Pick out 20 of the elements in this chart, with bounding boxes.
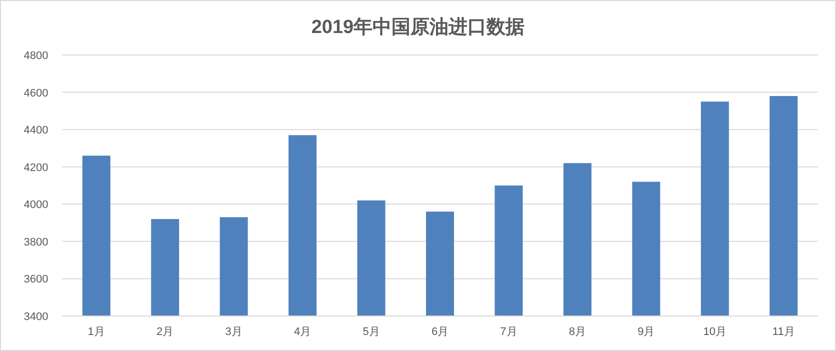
x-tick-label: 11月	[772, 326, 795, 338]
x-tick-label: 10月	[703, 326, 727, 338]
x-tick-label: 4月	[294, 326, 312, 338]
x-tick-label: 1月	[88, 326, 105, 338]
y-tick-label: 3600	[24, 274, 48, 286]
y-tick-label: 4800	[24, 50, 48, 62]
x-tick-label: 6月	[431, 326, 449, 338]
chart-title: 2019年中国原油进口数据	[311, 16, 525, 38]
y-tick-label: 4600	[24, 87, 48, 100]
x-tick-label: 7月	[500, 326, 518, 338]
y-tick-label: 4400	[24, 124, 48, 137]
x-tick-label: 9月	[638, 326, 655, 338]
y-tick-label: 4000	[24, 199, 48, 212]
y-tick-label: 3400	[24, 311, 48, 323]
x-tick-label: 2月	[156, 326, 174, 338]
x-tick-label: 5月	[362, 326, 380, 338]
x-tick-label: 8月	[568, 326, 586, 338]
y-tick-label: 4200	[24, 162, 48, 174]
x-tick-label: 3月	[225, 326, 242, 338]
y-tick-label: 3800	[24, 236, 48, 248]
